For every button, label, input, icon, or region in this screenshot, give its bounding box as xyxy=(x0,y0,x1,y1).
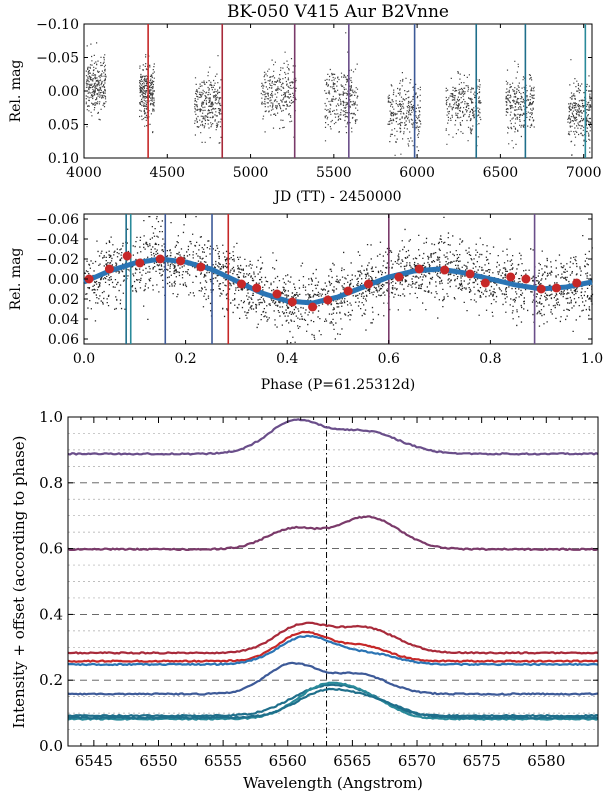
binned-mean-point xyxy=(465,269,475,279)
xtick-label: 4500 xyxy=(149,165,185,181)
binned-mean-point xyxy=(414,264,424,274)
spectrum-line xyxy=(67,634,599,667)
phased-curve-panel: −0.06 −0.04 −0.02 0.00 0.02 0.04 0.06 0.0 0.2 0.… xyxy=(8,212,603,393)
spectrum-line xyxy=(67,683,599,718)
xtick-label: 6545 xyxy=(75,752,113,770)
ytick-label: 0.06 xyxy=(48,332,79,348)
binned-mean-point xyxy=(308,302,318,312)
ytick-label: 1.0 xyxy=(39,408,63,426)
spectrum-line xyxy=(67,630,599,663)
binned-mean-point xyxy=(135,258,145,268)
ytick-label: 0.10 xyxy=(48,151,79,167)
xtick-label: 5500 xyxy=(316,165,352,181)
xtick-label: 0.4 xyxy=(276,351,298,367)
light-curve-ylabel: Rel. mag xyxy=(8,60,24,123)
ytick-label: 0.2 xyxy=(39,671,63,689)
binned-mean-point xyxy=(104,264,114,274)
spectrum-line xyxy=(67,418,599,456)
binned-mean-point xyxy=(176,256,186,266)
ytick-label: 0.04 xyxy=(48,312,79,328)
ytick-label: 0.05 xyxy=(48,118,79,134)
xtick-label: 7000 xyxy=(566,165,602,181)
phased-curve-xlabel: Phase (P=61.25312d) xyxy=(261,377,416,393)
binned-mean-point xyxy=(287,297,297,307)
binned-mean-point xyxy=(196,262,206,272)
xtick-label: 4000 xyxy=(66,165,102,181)
xtick-label: 6560 xyxy=(269,752,307,770)
spectra-ylabel: Intensity + offset (according to phase) xyxy=(10,436,28,729)
xtick-label: 6500 xyxy=(483,165,519,181)
sinusoid-fit-curve xyxy=(82,256,593,306)
ytick-label: 0.0 xyxy=(39,737,63,755)
spectra-panel: 0.0 0.2 0.4 0.6 0.8 1.0 6545 6550 6555 6560 6565 6… xyxy=(10,408,599,792)
figure-title: BK-050 V415 Aur B2Vnne xyxy=(227,2,449,22)
binned-mean-point xyxy=(272,289,282,299)
ytick-label: −0.10 xyxy=(36,17,79,33)
ytick-label: 0.6 xyxy=(39,540,63,558)
binned-mean-point xyxy=(84,274,94,284)
xtick-label: 6580 xyxy=(527,752,565,770)
ytick-label: 0.8 xyxy=(39,474,63,492)
light-curve-points xyxy=(85,32,592,156)
binned-mean-point xyxy=(521,274,531,284)
binned-mean-point xyxy=(506,272,516,282)
light-curve-frame xyxy=(83,23,593,159)
xtick-label: 0.6 xyxy=(378,351,400,367)
ytick-label: 0.00 xyxy=(48,84,79,100)
ytick-label: −0.06 xyxy=(36,212,79,228)
xtick-label: 6550 xyxy=(139,752,177,770)
ytick-label: −0.02 xyxy=(36,252,79,268)
binned-mean-point xyxy=(363,279,373,289)
spectra-frame xyxy=(67,416,599,747)
ytick-label: 0.00 xyxy=(48,272,79,288)
xtick-label: 6575 xyxy=(463,752,501,770)
spectra-xlabel: Wavelength (Angstrom) xyxy=(243,774,423,792)
xtick-label: 6570 xyxy=(398,752,436,770)
xtick-label: 0.8 xyxy=(479,351,501,367)
light-curve-panel: −0.10 −0.05 0.00 0.05 0.10 4000 4500 5000 5500 6… xyxy=(8,17,601,205)
phased-curve-ylabel: Rel. mag xyxy=(8,248,24,311)
spectrum-line xyxy=(67,621,599,655)
spectrum-line xyxy=(67,515,599,551)
ytick-label: 0.4 xyxy=(39,605,63,623)
binned-mean-point xyxy=(236,279,246,289)
xtick-label: 1.0 xyxy=(581,351,603,367)
binned-mean-point xyxy=(394,272,404,282)
binned-mean-point xyxy=(343,286,353,296)
ytick-label: −0.05 xyxy=(36,51,79,67)
xtick-label: 6555 xyxy=(204,752,242,770)
spectrum-line xyxy=(67,687,599,720)
binned-mean-point xyxy=(252,283,262,293)
ytick-label: 0.02 xyxy=(48,292,79,308)
xtick-label: 6565 xyxy=(333,752,371,770)
xtick-label: 0.2 xyxy=(174,351,196,367)
phased-points xyxy=(84,216,594,344)
binned-mean-point xyxy=(155,254,165,264)
phased-curve-frame xyxy=(83,213,593,345)
xtick-label: 5000 xyxy=(233,165,269,181)
binned-mean-point xyxy=(480,278,490,288)
binned-mean-point xyxy=(536,284,546,294)
binned-mean-point xyxy=(323,295,333,305)
binned-mean-point xyxy=(551,283,561,293)
binned-mean-point xyxy=(122,251,132,261)
spectrum-line xyxy=(67,661,599,696)
binned-mean-point xyxy=(440,265,450,275)
xtick-label: 6000 xyxy=(399,165,435,181)
binned-mean-point xyxy=(572,278,582,288)
xtick-label: 0.0 xyxy=(73,351,95,367)
light-curve-xlabel: JD (TT) - 2450000 xyxy=(272,189,401,205)
ytick-label: −0.04 xyxy=(36,232,79,248)
